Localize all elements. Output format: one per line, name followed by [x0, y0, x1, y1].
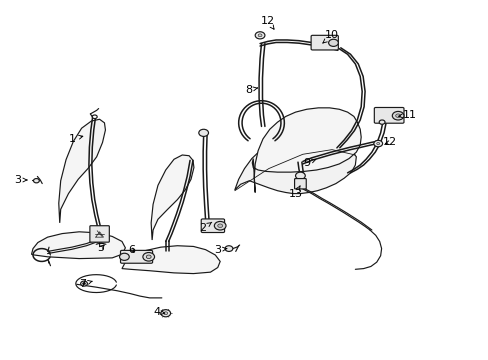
Circle shape: [214, 221, 225, 230]
Text: 3: 3: [14, 175, 27, 185]
FancyBboxPatch shape: [310, 35, 338, 50]
Polygon shape: [122, 246, 220, 274]
Text: 12: 12: [383, 138, 397, 148]
Circle shape: [217, 224, 222, 228]
Text: 8: 8: [244, 85, 257, 95]
Circle shape: [81, 281, 87, 286]
Polygon shape: [31, 232, 125, 258]
Circle shape: [119, 253, 129, 260]
Text: 3: 3: [214, 245, 226, 255]
Polygon shape: [234, 140, 356, 194]
Text: 2: 2: [199, 222, 211, 233]
Circle shape: [163, 312, 167, 315]
Polygon shape: [252, 108, 361, 193]
Text: 12: 12: [260, 16, 274, 29]
Circle shape: [82, 283, 85, 285]
Circle shape: [161, 310, 170, 317]
Circle shape: [373, 140, 382, 147]
Text: 6: 6: [128, 245, 135, 255]
Circle shape: [391, 111, 403, 120]
Text: 9: 9: [303, 158, 315, 168]
Circle shape: [328, 39, 338, 46]
Circle shape: [258, 34, 262, 37]
Polygon shape: [59, 119, 105, 223]
Text: 5: 5: [98, 243, 104, 253]
Circle shape: [199, 129, 208, 136]
Circle shape: [142, 252, 154, 261]
Circle shape: [33, 179, 39, 183]
Circle shape: [92, 115, 97, 118]
Circle shape: [146, 255, 151, 258]
Text: 13: 13: [288, 186, 302, 199]
FancyBboxPatch shape: [373, 108, 403, 123]
Circle shape: [224, 246, 232, 251]
FancyBboxPatch shape: [294, 179, 305, 189]
FancyBboxPatch shape: [90, 226, 109, 242]
FancyBboxPatch shape: [120, 250, 152, 263]
Circle shape: [395, 114, 400, 117]
Circle shape: [295, 172, 305, 179]
Text: 4: 4: [153, 307, 164, 317]
Circle shape: [255, 32, 264, 39]
Circle shape: [376, 143, 379, 145]
Text: 1: 1: [68, 134, 82, 144]
Circle shape: [378, 120, 384, 124]
Text: 10: 10: [322, 30, 338, 43]
FancyBboxPatch shape: [201, 219, 224, 233]
Text: 11: 11: [398, 110, 416, 120]
Text: 7: 7: [80, 279, 92, 289]
Polygon shape: [151, 155, 194, 240]
